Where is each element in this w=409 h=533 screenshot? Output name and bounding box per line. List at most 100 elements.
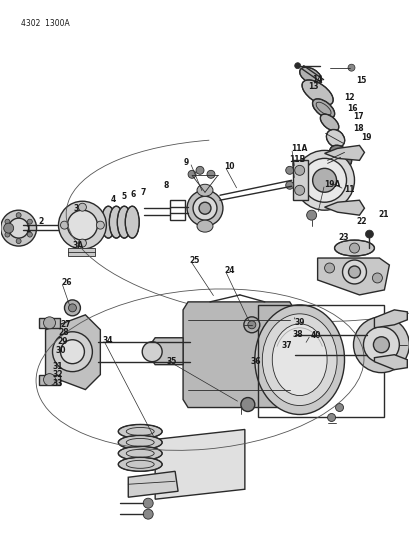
- Circle shape: [196, 166, 204, 174]
- Text: 12: 12: [343, 93, 353, 102]
- Ellipse shape: [118, 447, 162, 461]
- Text: 2: 2: [38, 217, 43, 226]
- Text: 39: 39: [293, 318, 304, 327]
- Ellipse shape: [319, 114, 338, 131]
- Text: 30: 30: [56, 346, 66, 355]
- Ellipse shape: [118, 457, 162, 471]
- Circle shape: [335, 403, 343, 411]
- Text: 19: 19: [360, 133, 371, 142]
- Text: 8: 8: [163, 181, 168, 190]
- Circle shape: [243, 317, 259, 333]
- Circle shape: [1, 210, 36, 246]
- Polygon shape: [292, 160, 307, 200]
- Circle shape: [347, 64, 354, 71]
- Circle shape: [16, 239, 21, 244]
- Circle shape: [187, 190, 222, 226]
- Circle shape: [294, 150, 354, 210]
- Ellipse shape: [326, 130, 344, 147]
- Circle shape: [61, 340, 84, 364]
- Circle shape: [342, 260, 366, 284]
- Ellipse shape: [254, 305, 344, 415]
- Text: 18: 18: [352, 124, 363, 133]
- Text: 23: 23: [337, 233, 348, 242]
- Text: 15: 15: [355, 76, 366, 85]
- Text: 7: 7: [140, 188, 146, 197]
- Circle shape: [327, 414, 335, 422]
- Circle shape: [96, 221, 104, 229]
- Text: 37: 37: [281, 341, 292, 350]
- Circle shape: [362, 327, 398, 362]
- Circle shape: [61, 221, 68, 229]
- Polygon shape: [373, 354, 406, 370]
- Text: 31: 31: [53, 362, 63, 371]
- Circle shape: [67, 210, 97, 240]
- Text: 13: 13: [307, 83, 318, 92]
- Circle shape: [27, 232, 32, 237]
- Text: 11A: 11A: [290, 144, 306, 153]
- Text: 10: 10: [224, 162, 234, 171]
- Circle shape: [43, 317, 55, 329]
- Ellipse shape: [109, 206, 123, 238]
- Text: 34: 34: [103, 336, 113, 345]
- Circle shape: [58, 201, 106, 249]
- Text: 38: 38: [292, 330, 303, 339]
- Circle shape: [348, 266, 360, 278]
- Text: 36: 36: [250, 357, 261, 366]
- Circle shape: [43, 374, 55, 385]
- Text: 22: 22: [355, 217, 366, 226]
- Circle shape: [198, 202, 211, 214]
- Text: 29: 29: [57, 337, 67, 346]
- Text: 1: 1: [25, 225, 30, 234]
- Ellipse shape: [118, 424, 162, 439]
- Circle shape: [285, 166, 293, 174]
- Text: 11B: 11B: [288, 155, 305, 164]
- Ellipse shape: [197, 184, 212, 196]
- Text: 24: 24: [224, 266, 234, 275]
- Circle shape: [78, 239, 86, 247]
- Text: 27: 27: [60, 320, 70, 329]
- Text: 11: 11: [343, 185, 353, 194]
- Circle shape: [16, 213, 21, 217]
- Circle shape: [5, 232, 10, 237]
- Circle shape: [353, 317, 408, 373]
- Circle shape: [5, 219, 10, 224]
- Circle shape: [143, 498, 153, 508]
- Circle shape: [142, 342, 162, 362]
- Text: 3A: 3A: [72, 241, 83, 250]
- Circle shape: [143, 509, 153, 519]
- Text: 40: 40: [310, 331, 320, 340]
- Circle shape: [371, 273, 382, 283]
- Polygon shape: [45, 315, 100, 390]
- Circle shape: [9, 218, 29, 238]
- Circle shape: [348, 243, 359, 253]
- Circle shape: [294, 185, 304, 195]
- Ellipse shape: [334, 240, 373, 256]
- Text: 21: 21: [378, 210, 388, 219]
- Polygon shape: [128, 471, 178, 497]
- Circle shape: [188, 171, 196, 179]
- Polygon shape: [155, 430, 244, 499]
- Text: 16: 16: [346, 104, 357, 112]
- Circle shape: [4, 223, 13, 233]
- Ellipse shape: [328, 145, 351, 167]
- Ellipse shape: [262, 314, 336, 406]
- Text: 3: 3: [73, 204, 79, 213]
- Text: 4: 4: [110, 195, 115, 204]
- Polygon shape: [324, 146, 364, 160]
- Circle shape: [306, 210, 316, 220]
- Circle shape: [294, 165, 304, 175]
- Circle shape: [312, 168, 336, 192]
- Text: 17: 17: [352, 112, 363, 121]
- Ellipse shape: [125, 206, 139, 238]
- Polygon shape: [183, 302, 294, 408]
- Text: 32: 32: [53, 370, 63, 379]
- Circle shape: [302, 158, 346, 202]
- Polygon shape: [150, 338, 183, 365]
- Ellipse shape: [299, 67, 321, 84]
- Text: 14: 14: [311, 75, 322, 84]
- Ellipse shape: [272, 324, 326, 395]
- Text: 4302  1300A: 4302 1300A: [20, 19, 69, 28]
- Text: 26: 26: [61, 278, 72, 287]
- Ellipse shape: [312, 99, 334, 118]
- Circle shape: [294, 63, 300, 69]
